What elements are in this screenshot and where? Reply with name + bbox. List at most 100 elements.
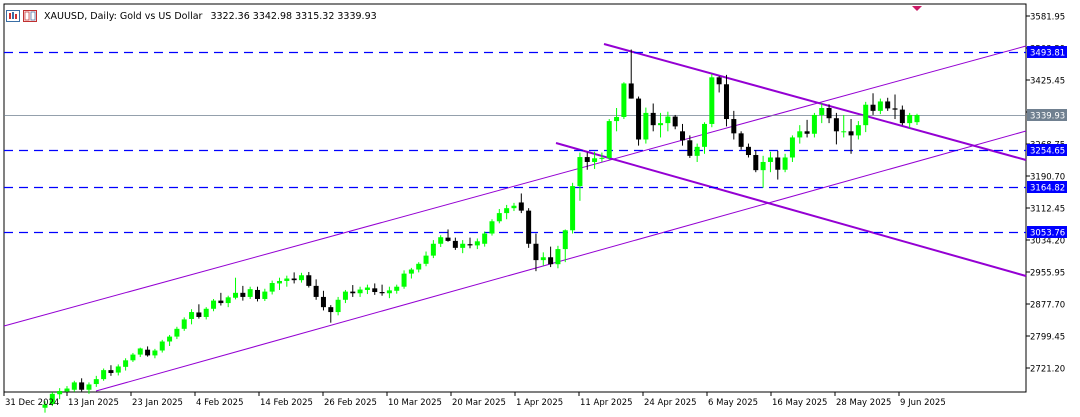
candle[interactable] (115, 364, 121, 376)
candle[interactable] (416, 262, 422, 273)
candle[interactable] (372, 283, 378, 295)
candle[interactable] (775, 150, 781, 180)
candle[interactable] (767, 151, 773, 173)
candle[interactable] (203, 307, 209, 320)
candle[interactable] (687, 135, 693, 158)
candle[interactable] (848, 119, 854, 154)
candle[interactable] (804, 119, 810, 138)
candle[interactable] (636, 96, 642, 146)
candle[interactable] (93, 375, 99, 387)
candle[interactable] (811, 112, 817, 138)
candle[interactable] (518, 193, 524, 214)
candle[interactable] (716, 76, 722, 93)
candle[interactable] (159, 339, 165, 353)
candle[interactable] (533, 233, 539, 272)
candle[interactable] (276, 277, 282, 290)
candle[interactable] (680, 123, 686, 146)
candle[interactable] (240, 285, 246, 301)
candle[interactable] (760, 155, 766, 188)
candle[interactable] (57, 388, 63, 400)
candle[interactable] (841, 114, 847, 138)
candle[interactable] (284, 275, 290, 287)
candle[interactable] (658, 112, 664, 138)
candle[interactable] (738, 131, 744, 150)
candle[interactable] (819, 103, 825, 124)
candle[interactable] (350, 285, 356, 297)
candle[interactable] (79, 378, 85, 392)
candle[interactable] (782, 153, 788, 173)
candle[interactable] (342, 289, 348, 304)
candle[interactable] (614, 107, 620, 132)
candle[interactable] (870, 93, 876, 115)
trend-channel-line[interactable] (95, 130, 1027, 392)
trend-channel-line[interactable] (603, 43, 1027, 161)
candle[interactable] (123, 358, 129, 371)
candle[interactable] (621, 82, 627, 120)
candle[interactable] (189, 309, 195, 325)
candle[interactable] (401, 270, 407, 289)
candle[interactable] (211, 298, 217, 312)
trend-channel-line[interactable] (3, 45, 1027, 327)
candle[interactable] (907, 112, 913, 129)
candle[interactable] (855, 121, 861, 140)
candle[interactable] (826, 104, 832, 124)
candle[interactable] (489, 219, 495, 236)
candle[interactable] (628, 49, 634, 99)
candle[interactable] (225, 295, 231, 308)
candle[interactable] (863, 101, 869, 133)
candle[interactable] (672, 114, 678, 130)
candle[interactable] (152, 348, 158, 359)
candle[interactable] (262, 288, 268, 302)
candle[interactable] (570, 182, 576, 234)
candle[interactable] (196, 304, 202, 319)
candle[interactable] (599, 152, 605, 162)
candle[interactable] (145, 346, 151, 357)
trend-channel-line[interactable] (555, 142, 1027, 277)
candle[interactable] (694, 143, 700, 162)
candle[interactable] (584, 152, 590, 170)
candle[interactable] (709, 74, 715, 128)
candle[interactable] (423, 251, 429, 267)
candle[interactable] (313, 279, 319, 300)
candle[interactable] (592, 151, 598, 169)
candle[interactable] (540, 252, 546, 266)
candle[interactable] (181, 317, 187, 331)
candle[interactable] (460, 240, 466, 254)
candle[interactable] (496, 209, 502, 224)
candle[interactable] (467, 237, 473, 249)
candle[interactable] (562, 229, 568, 263)
candle[interactable] (555, 245, 561, 269)
candle[interactable] (386, 286, 392, 299)
candle[interactable] (753, 150, 759, 173)
candle[interactable] (394, 284, 400, 294)
candle[interactable] (108, 365, 114, 376)
candle[interactable] (445, 229, 451, 242)
candle[interactable] (269, 280, 275, 295)
candle[interactable] (701, 122, 707, 154)
chart-window-icon[interactable] (23, 10, 37, 22)
candle[interactable] (731, 110, 737, 140)
candle[interactable] (665, 111, 671, 132)
candle[interactable] (789, 135, 795, 162)
candle[interactable] (379, 284, 385, 296)
candle[interactable] (137, 347, 143, 358)
bar-chart-icon[interactable] (6, 10, 20, 22)
candle[interactable] (474, 238, 480, 250)
candle[interactable] (101, 368, 107, 381)
candle[interactable] (577, 152, 583, 201)
candle[interactable] (42, 401, 48, 413)
candle[interactable] (320, 290, 326, 311)
candle[interactable] (914, 113, 920, 126)
candle[interactable] (291, 272, 297, 284)
candle[interactable] (797, 125, 803, 144)
candle[interactable] (548, 246, 554, 268)
candle[interactable] (167, 334, 173, 346)
candle[interactable] (255, 286, 261, 302)
candle[interactable] (643, 107, 649, 144)
candle[interactable] (86, 382, 92, 394)
candle[interactable] (408, 267, 414, 279)
candle[interactable] (833, 112, 839, 145)
candle[interactable] (328, 305, 334, 323)
